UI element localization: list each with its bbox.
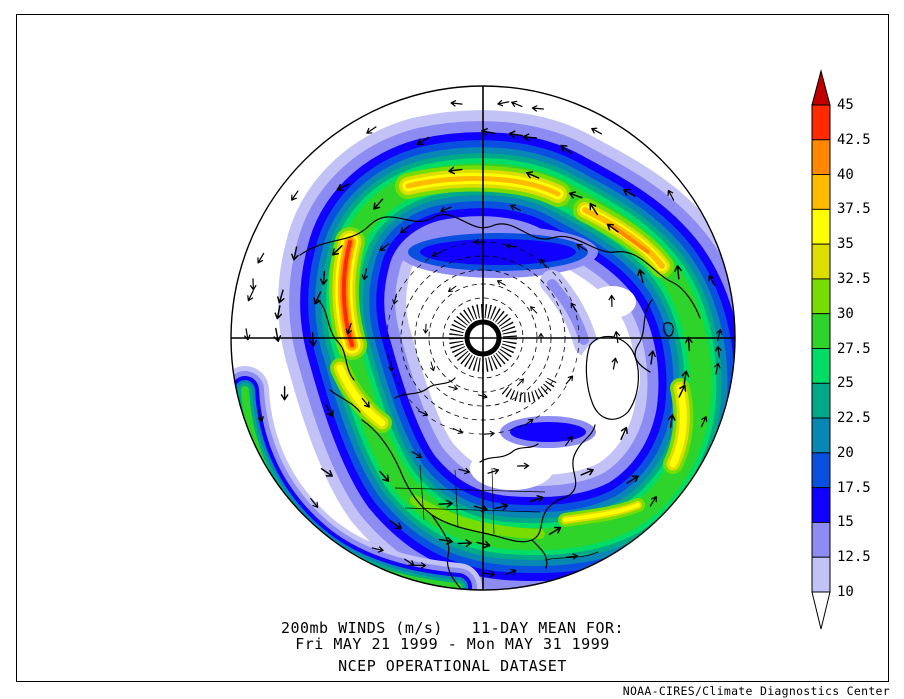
colorbar-label: 25 [837,375,854,392]
colorbar-segment [811,313,831,349]
colorbar-label: 10 [837,584,854,600]
colorbar-over-arrow [811,69,831,106]
colorbar-segment [811,417,831,454]
colorbar-segments [811,104,831,593]
colorbar [811,69,831,630]
colorbar-label: 40 [837,166,854,183]
plot-date-range: Fri MAY 21 1999 - Mon MAY 31 1999 [295,635,610,653]
dataset-name: NCEP OPERATIONAL DATASET [338,657,567,675]
plot-title: 200mb WINDS (m/s) 11-DAY MEAN FOR: [280,619,625,637]
colorbar-under-arrow [811,591,831,630]
colorbar-segment [811,348,831,384]
plot-frame [16,14,889,682]
colorbar-label: 30 [837,305,854,322]
coastlines [299,214,701,590]
colorbar-label: 35 [837,236,854,253]
colorbar-label: 37.5 [837,201,871,218]
colorbar-label: 32.5 [837,270,871,287]
colorbar-label: 12.5 [837,549,871,566]
colorbar-segment [811,556,831,593]
colorbar-segment [811,278,831,315]
inner-wind-patches [398,226,640,490]
colorbar-segment [811,104,831,141]
colorbar-segment [811,243,831,280]
colorbar-label: 15 [837,514,854,531]
colorbar-label: 42.5 [837,131,871,148]
credit-text: NOAA-CIRES/Climate Diagnostics Center [622,684,890,698]
colorbar-label: 22.5 [837,410,871,427]
polar-map [231,86,735,590]
caption-block: 200mb WINDS (m/s) 11-DAY MEAN FOR: Fri M… [16,0,889,675]
colorbar-label: 45 [837,97,854,113]
colorbar-segment [811,452,831,489]
colorbar-segment [811,382,831,419]
colorbar-segment [811,139,831,176]
jet-cores [340,179,683,534]
colorbar-segment [811,487,831,523]
colorbar-segment [811,174,831,210]
map-boundary-circle [230,85,736,591]
colorbar-segment [811,521,831,558]
colorbar-label: 17.5 [837,479,871,496]
colorbar-label: 20 [837,444,854,461]
colorbar-label: 27.5 [837,340,871,357]
colorbar-segment [811,208,831,245]
